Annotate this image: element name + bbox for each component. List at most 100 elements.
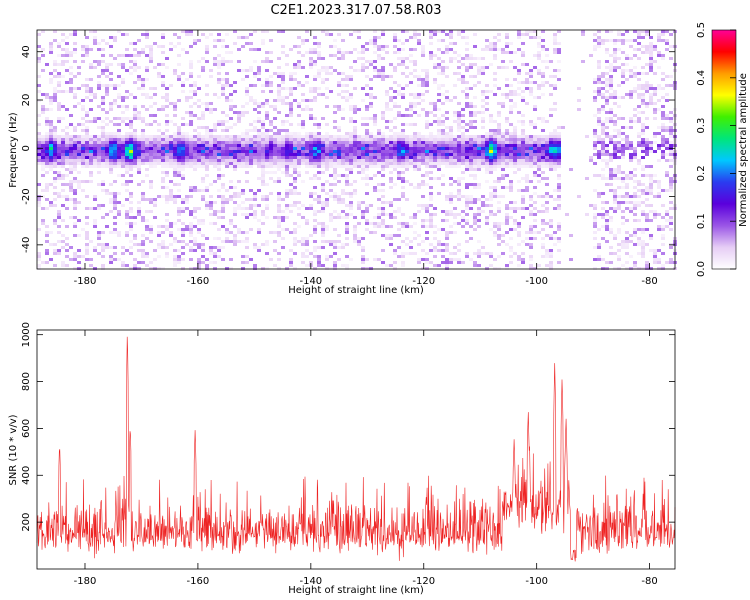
- heatmap-cell: [277, 207, 281, 210]
- heatmap-cell: [217, 78, 221, 81]
- heatmap-cell: [117, 258, 121, 261]
- heatmap-cell: [189, 45, 193, 48]
- heatmap-cell: [173, 198, 177, 201]
- heatmap-cell: [521, 96, 525, 99]
- heatmap-cell: [93, 96, 97, 99]
- heatmap-cell: [389, 165, 393, 168]
- heatmap-cell: [609, 87, 613, 90]
- heatmap-cell: [609, 84, 613, 87]
- heatmap-cell: [213, 39, 217, 42]
- heatmap-cell: [229, 222, 233, 225]
- heatmap-cell: [345, 150, 349, 153]
- heatmap-cell: [461, 81, 465, 84]
- heatmap-cell: [377, 138, 381, 141]
- heatmap-cell: [449, 132, 453, 135]
- heatmap-cell: [613, 267, 617, 270]
- heatmap-cell: [645, 126, 649, 129]
- heatmap-cell: [517, 36, 521, 39]
- heatmap-cell: [353, 108, 357, 111]
- heatmap-cell: [421, 204, 425, 207]
- heatmap-cell: [533, 150, 537, 153]
- heatmap-cell: [525, 87, 529, 90]
- heatmap-cell: [253, 192, 257, 195]
- heatmap-cell: [45, 159, 49, 162]
- heatmap-cell: [649, 186, 653, 189]
- heatmap-cell: [617, 57, 621, 60]
- heatmap-cell: [597, 81, 601, 84]
- heatmap-cell: [49, 78, 53, 81]
- heatmap-cell: [629, 120, 633, 123]
- heatmap-cell: [597, 39, 601, 42]
- heatmap-cell: [453, 159, 457, 162]
- heatmap-cell: [85, 252, 89, 255]
- heatmap-cell: [405, 165, 409, 168]
- heatmap-cell: [133, 141, 137, 144]
- heatmap-cell: [473, 75, 477, 78]
- heatmap-cell: [233, 105, 237, 108]
- heatmap-cell: [481, 72, 485, 75]
- heatmap-cell: [177, 183, 181, 186]
- heatmap-cell: [429, 261, 433, 264]
- heatmap-cell: [613, 114, 617, 117]
- heatmap-cell: [353, 180, 357, 183]
- heatmap-cell: [137, 168, 141, 171]
- heatmap-cell: [517, 48, 521, 51]
- heatmap-cell: [469, 123, 473, 126]
- heatmap-cell: [597, 228, 601, 231]
- heatmap-cell: [69, 87, 73, 90]
- heatmap-cell: [641, 240, 645, 243]
- heatmap-cell: [173, 183, 177, 186]
- heatmap-cell: [477, 186, 481, 189]
- heatmap-cell: [285, 165, 289, 168]
- heatmap-cell: [49, 42, 53, 45]
- heatmap-cell: [117, 201, 121, 204]
- heatmap-cell: [625, 192, 629, 195]
- heatmap-cell: [317, 42, 321, 45]
- heatmap-cell: [413, 105, 417, 108]
- heatmap-cell: [205, 204, 209, 207]
- heatmap-cell: [465, 81, 469, 84]
- heatmap-cell: [465, 195, 469, 198]
- heatmap-cell: [225, 120, 229, 123]
- heatmap-cell: [197, 264, 201, 267]
- heatmap-cell: [61, 138, 65, 141]
- heatmap-cell: [509, 249, 513, 252]
- heatmap-cell: [397, 114, 401, 117]
- heatmap-cell: [397, 255, 401, 258]
- heatmap-cell: [153, 216, 157, 219]
- heatmap-cell: [501, 48, 505, 51]
- heatmap-cell: [329, 45, 333, 48]
- heatmap-cell: [193, 225, 197, 228]
- heatmap-cell: [541, 204, 545, 207]
- heatmap-cell: [309, 48, 313, 51]
- heatmap-cell: [185, 156, 189, 159]
- heatmap-cell: [329, 72, 333, 75]
- heatmap-cell: [189, 90, 193, 93]
- heatmap-cell: [637, 117, 641, 120]
- heatmap-cell: [277, 258, 281, 261]
- heatmap-cell: [665, 75, 669, 78]
- heatmap-cell: [237, 135, 241, 138]
- heatmap-cell: [597, 246, 601, 249]
- heatmap-cell: [477, 162, 481, 165]
- heatmap-cell: [285, 207, 289, 210]
- heatmap-cell: [613, 198, 617, 201]
- heatmap-cell: [109, 72, 113, 75]
- heatmap-cell: [277, 210, 281, 213]
- heatmap-cell: [277, 72, 281, 75]
- heatmap-cell: [433, 153, 437, 156]
- heatmap-cell: [437, 264, 441, 267]
- heatmap-cell: [605, 72, 609, 75]
- heatmap-cell: [177, 168, 181, 171]
- heatmap-cell: [113, 132, 117, 135]
- heatmap-cell: [645, 63, 649, 66]
- heatmap-cell: [645, 189, 649, 192]
- heatmap-cell: [297, 45, 301, 48]
- heatmap-cell: [301, 144, 305, 147]
- heatmap-cell: [401, 213, 405, 216]
- heatmap-cell: [85, 78, 89, 81]
- heatmap-cell: [661, 87, 665, 90]
- heatmap-cell: [377, 147, 381, 150]
- heatmap-cell: [525, 165, 529, 168]
- heatmap-cell: [509, 180, 513, 183]
